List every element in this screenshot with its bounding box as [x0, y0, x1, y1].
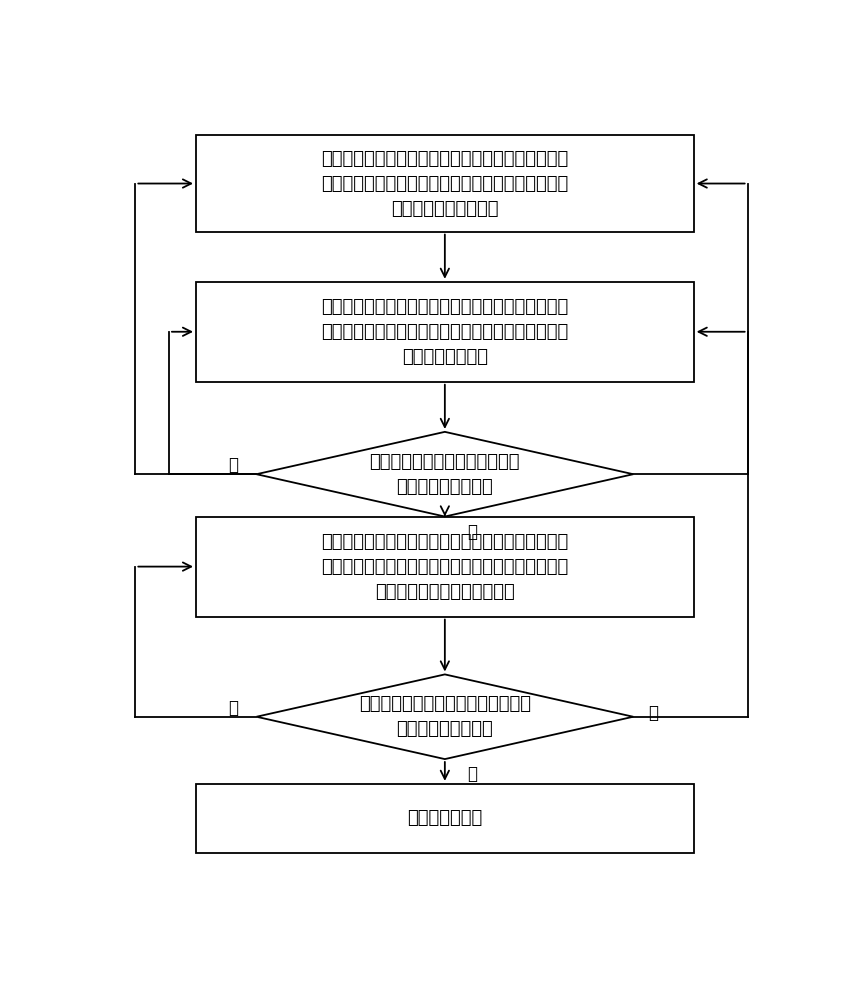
Text: 可靠性构建完毕: 可靠性构建完毕 — [407, 809, 483, 827]
Text: 否: 否 — [228, 699, 238, 717]
Bar — [196, 517, 694, 617]
Text: 第二阶段可靠性属性与第一阶段
可靠性属性是否协调: 第二阶段可靠性属性与第一阶段 可靠性属性是否协调 — [370, 453, 520, 496]
Bar — [196, 135, 694, 232]
Text: 是: 是 — [467, 766, 477, 784]
Text: 第三阶段可靠性属性与第一、二阶段
可靠性属性是否协调: 第三阶段可靠性属性与第一、二阶段 可靠性属性是否协调 — [358, 695, 531, 738]
Text: 依照已知的产品可靠性要求，按照产品的可靠性属性
的赋值流程，开展第一阶段可靠性工作项目，赋予产
品第一阶段可靠性属性: 依照已知的产品可靠性要求，按照产品的可靠性属性 的赋值流程，开展第一阶段可靠性工… — [321, 150, 569, 218]
Bar — [196, 784, 694, 853]
Text: 结合产品第一阶段、第二阶段可靠性属性和产品可靠
性属性的赋值流程，开展第三阶段可靠性工作项目，
赋予产品第三阶段可靠性属性: 结合产品第一阶段、第二阶段可靠性属性和产品可靠 性属性的赋值流程，开展第三阶段可… — [321, 533, 569, 601]
Polygon shape — [257, 432, 634, 517]
Polygon shape — [257, 674, 634, 759]
Text: 结合产品第一阶段可靠性属性和产品可靠性属性的赋
值流程，开展第二阶段可靠性工作项目，赋予产品第
二阶段可靠性属性: 结合产品第一阶段可靠性属性和产品可靠性属性的赋 值流程，开展第二阶段可靠性工作项… — [321, 298, 569, 366]
Text: 是: 是 — [467, 523, 477, 541]
Text: 否: 否 — [648, 704, 659, 722]
Bar — [196, 282, 694, 382]
Text: 否: 否 — [228, 456, 238, 474]
